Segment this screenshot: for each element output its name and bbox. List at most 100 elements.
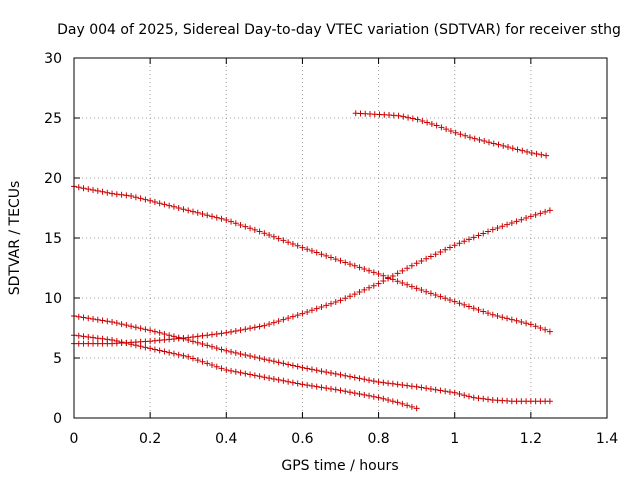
- data-point: [242, 326, 249, 333]
- data-point: [370, 378, 377, 385]
- data-point: [170, 333, 177, 340]
- data-point: [437, 387, 444, 394]
- data-point: [485, 139, 492, 146]
- data-point: [527, 213, 534, 220]
- data-point: [170, 203, 177, 210]
- data-point: [189, 338, 196, 345]
- data-point: [113, 191, 120, 198]
- data-point: [99, 317, 106, 324]
- data-point: [423, 288, 430, 295]
- data-point: [228, 328, 235, 335]
- data-point: [489, 311, 496, 318]
- data-point: [261, 356, 268, 363]
- y-axis-label: SDTVAR / TECUs: [7, 181, 23, 296]
- data-point: [323, 302, 330, 309]
- data-point: [508, 220, 515, 226]
- data-point: [404, 382, 411, 389]
- data-point: [299, 244, 306, 251]
- data-point: [185, 207, 192, 214]
- data-point: [213, 363, 220, 370]
- data-point: [189, 355, 196, 362]
- data-point: [408, 403, 415, 410]
- data-point: [524, 148, 531, 155]
- data-point: [366, 267, 373, 274]
- data-point: [251, 372, 258, 379]
- data-point: [456, 240, 463, 247]
- data-point: [142, 344, 149, 351]
- data-point: [308, 307, 315, 314]
- data-point: [424, 119, 431, 126]
- data-point: [432, 386, 439, 393]
- data-point: [256, 228, 263, 235]
- data-point: [147, 327, 154, 334]
- data-point: [85, 186, 92, 193]
- data-point: [266, 357, 273, 364]
- data-point: [538, 151, 545, 158]
- data-point: [399, 280, 406, 286]
- data-point: [232, 220, 239, 227]
- data-point: [232, 368, 239, 375]
- data-point: [304, 365, 311, 372]
- data-point: [175, 334, 182, 341]
- data-point: [223, 347, 230, 354]
- data-point: [542, 326, 549, 333]
- data-point: [280, 360, 287, 367]
- data-point: [151, 328, 158, 335]
- data-point: [123, 192, 130, 199]
- data-point: [465, 393, 472, 400]
- data-point: [532, 323, 539, 330]
- data-point: [361, 391, 368, 398]
- data-point: [80, 314, 87, 321]
- data-point: [356, 391, 363, 397]
- data-point: [442, 388, 449, 395]
- data-point: [142, 196, 149, 203]
- y-tick-label: 0: [53, 411, 62, 427]
- data-point: [546, 328, 553, 335]
- data-point: [485, 310, 492, 317]
- data-point: [513, 317, 520, 324]
- data-point: [342, 372, 349, 379]
- data-point: [132, 342, 139, 349]
- data-point: [323, 385, 330, 392]
- data-point: [480, 395, 487, 402]
- data-point: [519, 147, 526, 154]
- data-point: [147, 197, 154, 204]
- data-point: [280, 377, 287, 384]
- data-point: [327, 370, 334, 376]
- data-point: [118, 191, 125, 198]
- data-point: [189, 208, 196, 215]
- data-point: [366, 392, 373, 399]
- data-point: [318, 304, 325, 310]
- data-point: [389, 272, 396, 279]
- data-point: [266, 321, 273, 328]
- data-point: [342, 259, 349, 266]
- data-point: [375, 394, 382, 401]
- data-point: [523, 215, 530, 222]
- data-point: [151, 199, 158, 205]
- data-point: [218, 215, 225, 222]
- data-point: [405, 114, 412, 121]
- data-point: [261, 322, 268, 329]
- data-point: [285, 378, 292, 385]
- data-point: [370, 393, 377, 400]
- data-point: [228, 367, 235, 374]
- data-point: [542, 208, 549, 215]
- data-point: [399, 267, 406, 274]
- data-point: [385, 380, 392, 387]
- data-point: [432, 292, 439, 298]
- data-point: [446, 296, 453, 303]
- data-point: [99, 188, 106, 195]
- data-point: [280, 316, 287, 323]
- data-point: [161, 331, 168, 337]
- data-point: [528, 149, 535, 156]
- data-point: [443, 126, 450, 133]
- data-point: [471, 135, 478, 142]
- data-point: [90, 316, 97, 322]
- data-point: [275, 359, 282, 366]
- data-point: [170, 350, 177, 357]
- data-point: [218, 365, 225, 372]
- data-point: [194, 357, 201, 364]
- data-point: [294, 242, 301, 249]
- data-point: [485, 228, 492, 235]
